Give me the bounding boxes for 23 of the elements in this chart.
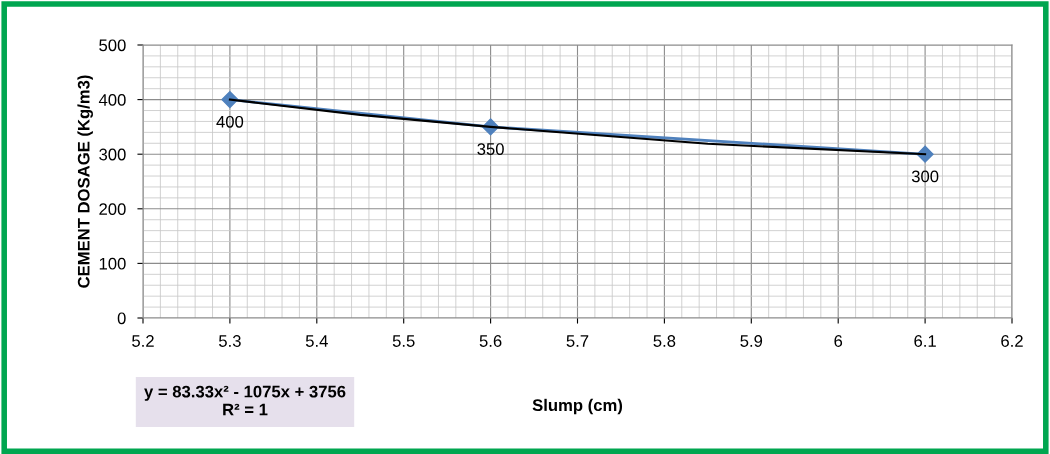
data-label: 350 — [477, 143, 504, 155]
x-tick-label: 5.2 — [132, 335, 154, 347]
y-tick-label: 300 — [99, 148, 126, 161]
text: y = 83.33x² - 1075x + 3756 R² = 1 — [144, 385, 346, 416]
x-axis-title: Slump (cm) — [532, 398, 623, 415]
y-tick-label: 100 — [99, 257, 126, 270]
y-tick-label: 500 — [99, 39, 126, 52]
x-tick-label: 5.6 — [479, 335, 502, 347]
x-tick-label: 5.7 — [566, 335, 589, 347]
data-label: 400 — [216, 115, 244, 128]
x-tick-label: 6 — [834, 335, 843, 347]
y-tick-label: 200 — [99, 203, 126, 215]
x-tick-label: 5.5 — [392, 335, 415, 347]
x-tick-label: 5.4 — [305, 335, 328, 347]
x-tick-label: 5.9 — [740, 335, 763, 347]
x-tick-label: 5.8 — [653, 335, 676, 347]
x-tick-label: 5.3 — [218, 335, 241, 347]
x-tick-label: 6.1 — [914, 335, 936, 347]
data-label: 300 — [911, 170, 939, 183]
y-axis-title: CEMENT DOSAGE (Kg/m3) — [77, 75, 93, 288]
y-tick-label: 0 — [117, 312, 126, 325]
x-tick-label: 6.2 — [1001, 335, 1023, 347]
y-tick-label: 400 — [98, 94, 126, 106]
